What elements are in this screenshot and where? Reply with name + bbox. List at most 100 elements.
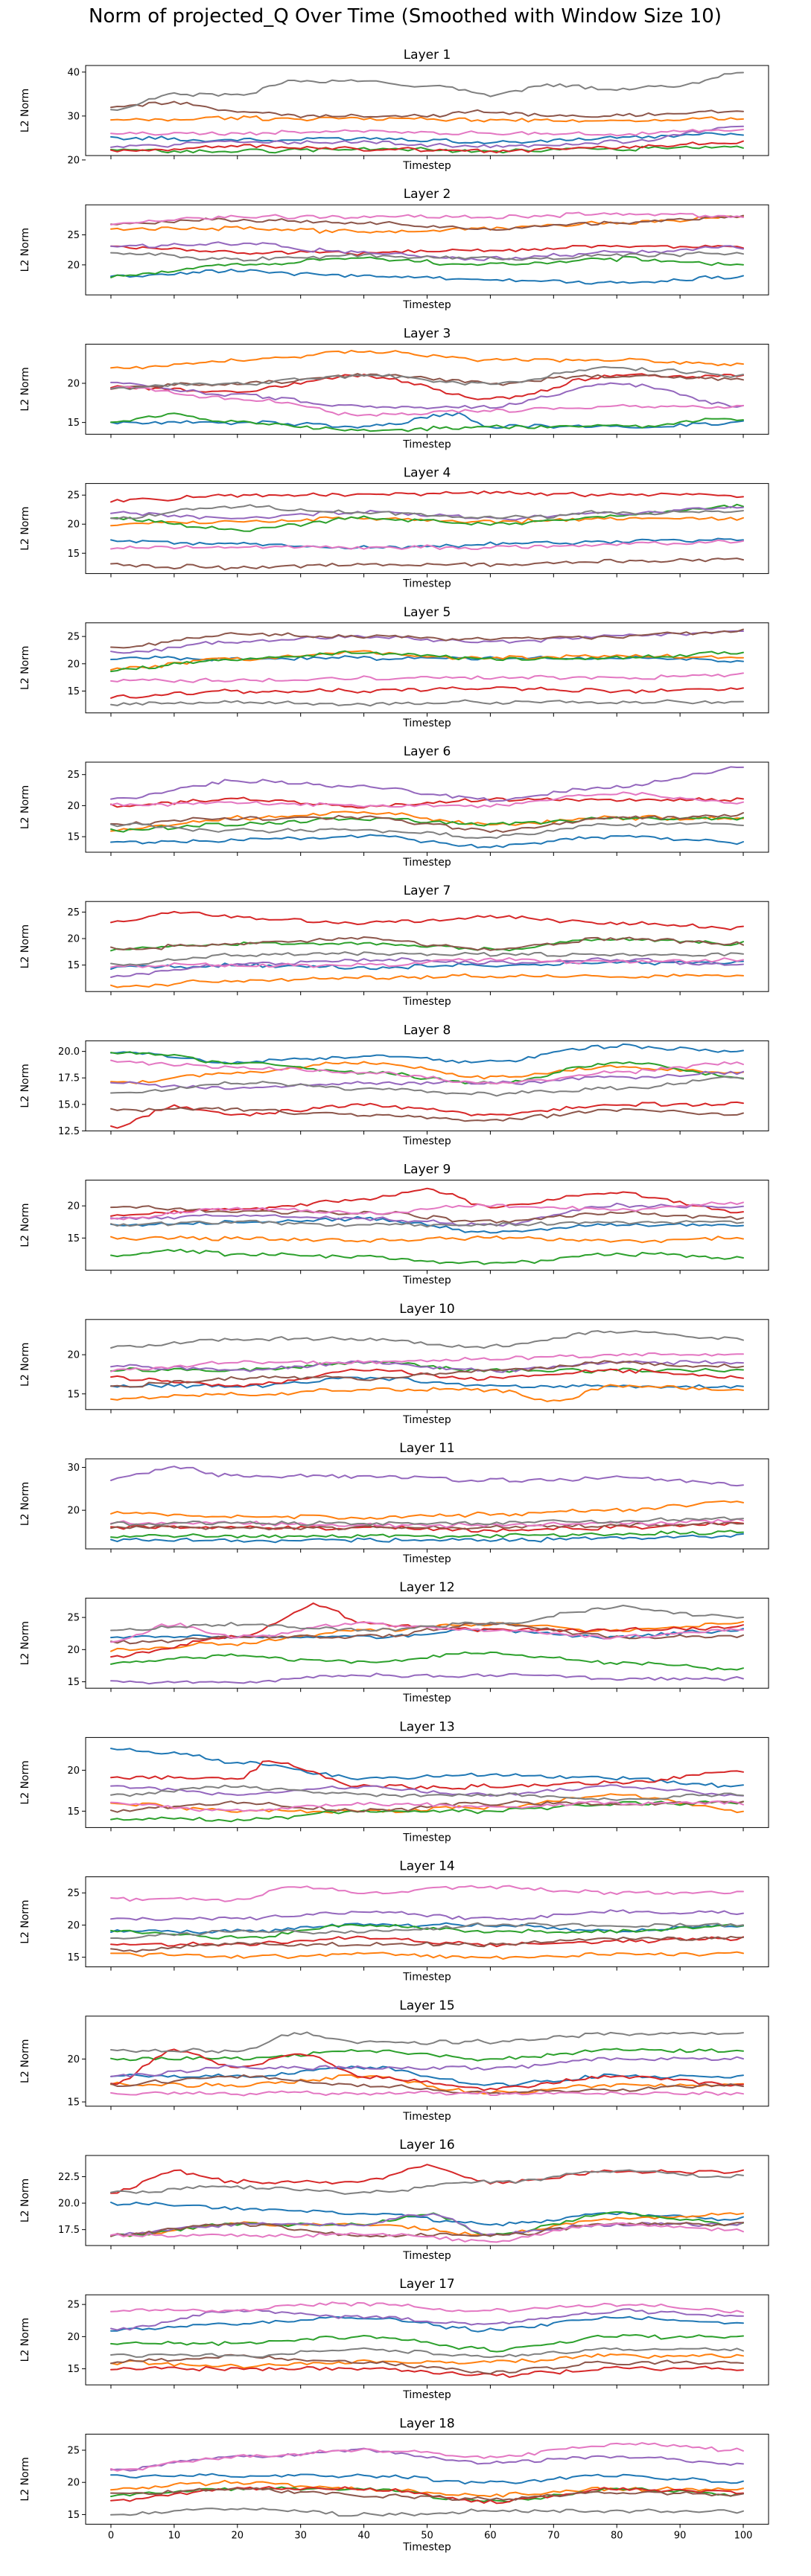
series-line [110, 1368, 744, 1388]
plot-frame [85, 1876, 769, 1968]
series-line [110, 2353, 744, 2375]
series-line [110, 215, 744, 234]
series-line [110, 834, 744, 848]
x-tick-label: 50 [421, 2530, 433, 2541]
x-tick-label: 60 [484, 2530, 497, 2541]
series-line [110, 504, 744, 520]
series-line [110, 910, 744, 931]
series-line [110, 2074, 744, 2095]
plot-frame [85, 2155, 769, 2246]
series-line [110, 2222, 744, 2243]
y-tick-label: 25 [67, 632, 80, 643]
series-line [110, 1516, 744, 1527]
panel-title: Layer 13 [399, 1719, 454, 1734]
series-line [110, 1951, 744, 1960]
x-tick-label: 30 [294, 2530, 307, 2541]
series-line [110, 2487, 744, 2501]
x-axis-label: Timestep [402, 1693, 451, 1704]
y-tick-label: 15 [67, 1952, 80, 1963]
series-line [110, 811, 744, 832]
series-line [110, 1360, 744, 1388]
y-tick-label: 15 [67, 549, 80, 560]
series-line [110, 1107, 744, 1122]
y-tick-label: 25 [67, 770, 80, 781]
x-axis-label: Timestep [402, 1414, 451, 1426]
series-line [110, 791, 744, 808]
x-tick-label: 90 [674, 2530, 687, 2541]
y-tick-label: 25 [67, 490, 80, 502]
series-line [110, 1330, 744, 1349]
y-tick-label: 22.5 [58, 2172, 80, 2183]
y-axis-label: L2 Norm [19, 785, 31, 829]
x-axis-label: Timestep [402, 1135, 451, 1147]
y-tick-label: 25 [67, 230, 80, 241]
x-axis-label: Timestep [402, 438, 451, 450]
x-axis-label: Timestep [402, 717, 451, 729]
series-line [110, 1518, 744, 1529]
panel-layer-3: Layer 3 15 20 Timestep L2 Norm [19, 326, 769, 450]
panel-layer-15: Layer 15 15 20 Timestep L2 Norm [19, 1998, 769, 2123]
series-line [110, 2048, 744, 2091]
y-tick-label: 20.0 [58, 2199, 80, 2210]
series-line [110, 2447, 744, 2472]
panel-layer-18: Layer 18 15 20 25 0 10 20 30 40 50 60 70 80 90 100 Time… [19, 2416, 769, 2553]
y-tick-label: 20 [67, 659, 80, 670]
panel-title: Layer 8 [404, 1023, 451, 1038]
series-line [110, 1205, 744, 1224]
y-tick-label: 20 [67, 934, 80, 945]
series-line [110, 2315, 744, 2333]
series-line [110, 1070, 744, 1090]
y-tick-label: 15 [67, 418, 80, 429]
series-line [110, 973, 744, 988]
x-tick-label: 40 [357, 2530, 370, 2541]
series-line [110, 936, 744, 951]
panel-title: Layer 6 [404, 744, 451, 759]
y-tick-label: 25 [67, 2300, 80, 2311]
series-line [110, 2222, 744, 2238]
series-line [110, 1500, 744, 1520]
panel-layer-4: Layer 4 15 20 25 Timestep L2 Norm [19, 466, 769, 590]
series-line [110, 244, 744, 256]
series-line [110, 1248, 744, 1265]
y-axis-label: L2 Norm [19, 2457, 31, 2501]
series-line [110, 1376, 744, 1389]
series-line [110, 1602, 744, 1658]
series-line [110, 557, 744, 571]
panel-title: Layer 3 [404, 326, 451, 341]
y-axis-label: L2 Norm [19, 89, 31, 132]
panel-layer-2: Layer 2 20 25 Timestep L2 Norm [19, 187, 769, 311]
series-line [110, 1622, 744, 1645]
series-line [110, 350, 744, 370]
x-axis-label: Timestep [402, 299, 451, 311]
series-line [110, 2048, 744, 2062]
y-tick-label: 15 [67, 1233, 80, 1244]
y-tick-label: 15 [67, 2097, 80, 2109]
series-line [110, 145, 744, 154]
series-line [110, 812, 744, 833]
panel-layer-1: Layer 1 20 30 40 Timestep L2 Norm [19, 48, 769, 172]
panel-title: Layer 4 [404, 466, 451, 481]
series-line [110, 1202, 744, 1227]
series-line [110, 2353, 744, 2369]
panel-layer-5: Layer 5 15 20 25 Timestep L2 Norm [19, 605, 769, 729]
y-axis-label: L2 Norm [19, 1899, 31, 1943]
series-line [110, 1935, 744, 1953]
series-line [110, 1922, 744, 1940]
series-line [110, 214, 744, 231]
x-axis-label: Timestep [402, 1832, 451, 1844]
series-line [110, 1621, 744, 1643]
series-line [110, 2090, 744, 2097]
series-line [110, 1800, 744, 1812]
series-line [110, 1922, 744, 1934]
panel-layer-11: Layer 11 20 30 Timestep L2 Norm [19, 1441, 769, 1565]
series-line [110, 2065, 744, 2087]
x-axis-label: Timestep [402, 996, 451, 1008]
panel-title: Layer 11 [399, 1441, 454, 1456]
plot-frame [85, 1040, 769, 1131]
y-tick-label: 25 [67, 2446, 80, 2457]
series-line [110, 211, 744, 226]
panel-layer-16: Layer 16 17.5 20.0 22.5 Timestep L2 Norm [19, 2138, 769, 2262]
y-tick-label: 40 [67, 67, 80, 78]
series-line [110, 490, 744, 503]
x-tick-label: 10 [168, 2530, 181, 2541]
